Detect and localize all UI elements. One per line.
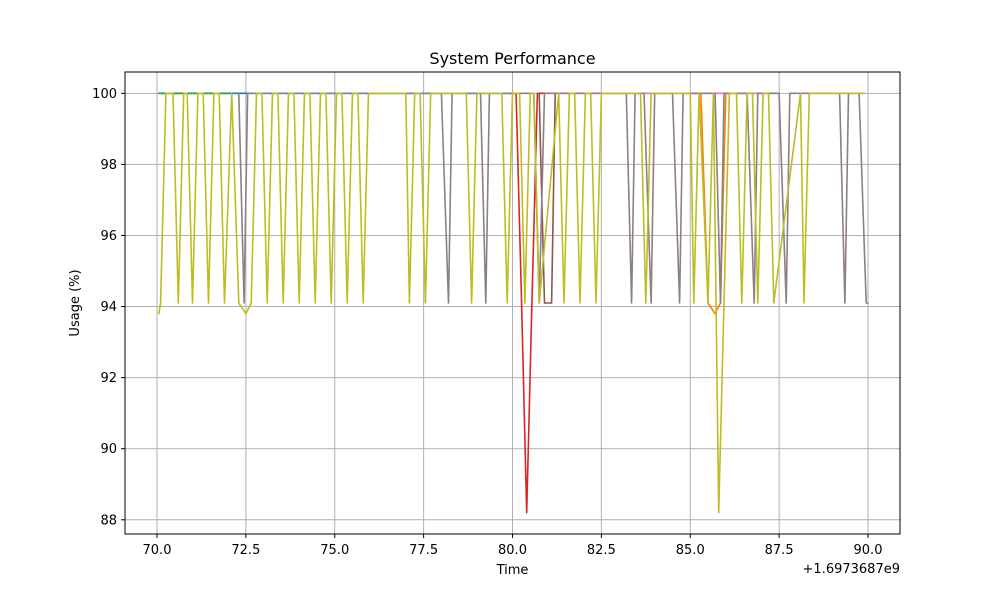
x-tick-label: 80.0 [498, 543, 527, 558]
y-axis-label: Usage (%) [68, 269, 83, 336]
x-tick-label: 75.0 [320, 543, 349, 558]
x-tick-label: 70.0 [143, 543, 172, 558]
x-tick-label: 77.5 [409, 543, 438, 558]
y-tick-label: 88 [100, 513, 117, 528]
series-line [158, 92, 866, 514]
axis-ticks: 70.0 72.5 75.0 77.5 80.0 82.5 85.0 87.5 90.0 88 90… [92, 87, 882, 558]
y-tick-label: 92 [100, 371, 117, 386]
x-axis-offset-label: +1.6973687e9 [803, 562, 900, 577]
x-tick-label: 87.5 [765, 543, 794, 558]
series-line [538, 92, 557, 304]
x-tick-label: 90.0 [854, 543, 883, 558]
y-tick-label: 100 [92, 87, 117, 102]
grid-lines [125, 72, 900, 534]
y-tick-label: 94 [100, 300, 117, 315]
y-tick-label: 98 [100, 158, 117, 173]
y-tick-label: 96 [100, 229, 117, 244]
y-tick-label: 90 [100, 442, 117, 457]
x-tick-label: 72.5 [231, 543, 260, 558]
x-axis-label: Time [496, 563, 529, 578]
x-tick-label: 85.0 [676, 543, 705, 558]
chart-title: System Performance [429, 49, 595, 68]
x-tick-label: 82.5 [587, 543, 616, 558]
series-lines [158, 92, 869, 514]
